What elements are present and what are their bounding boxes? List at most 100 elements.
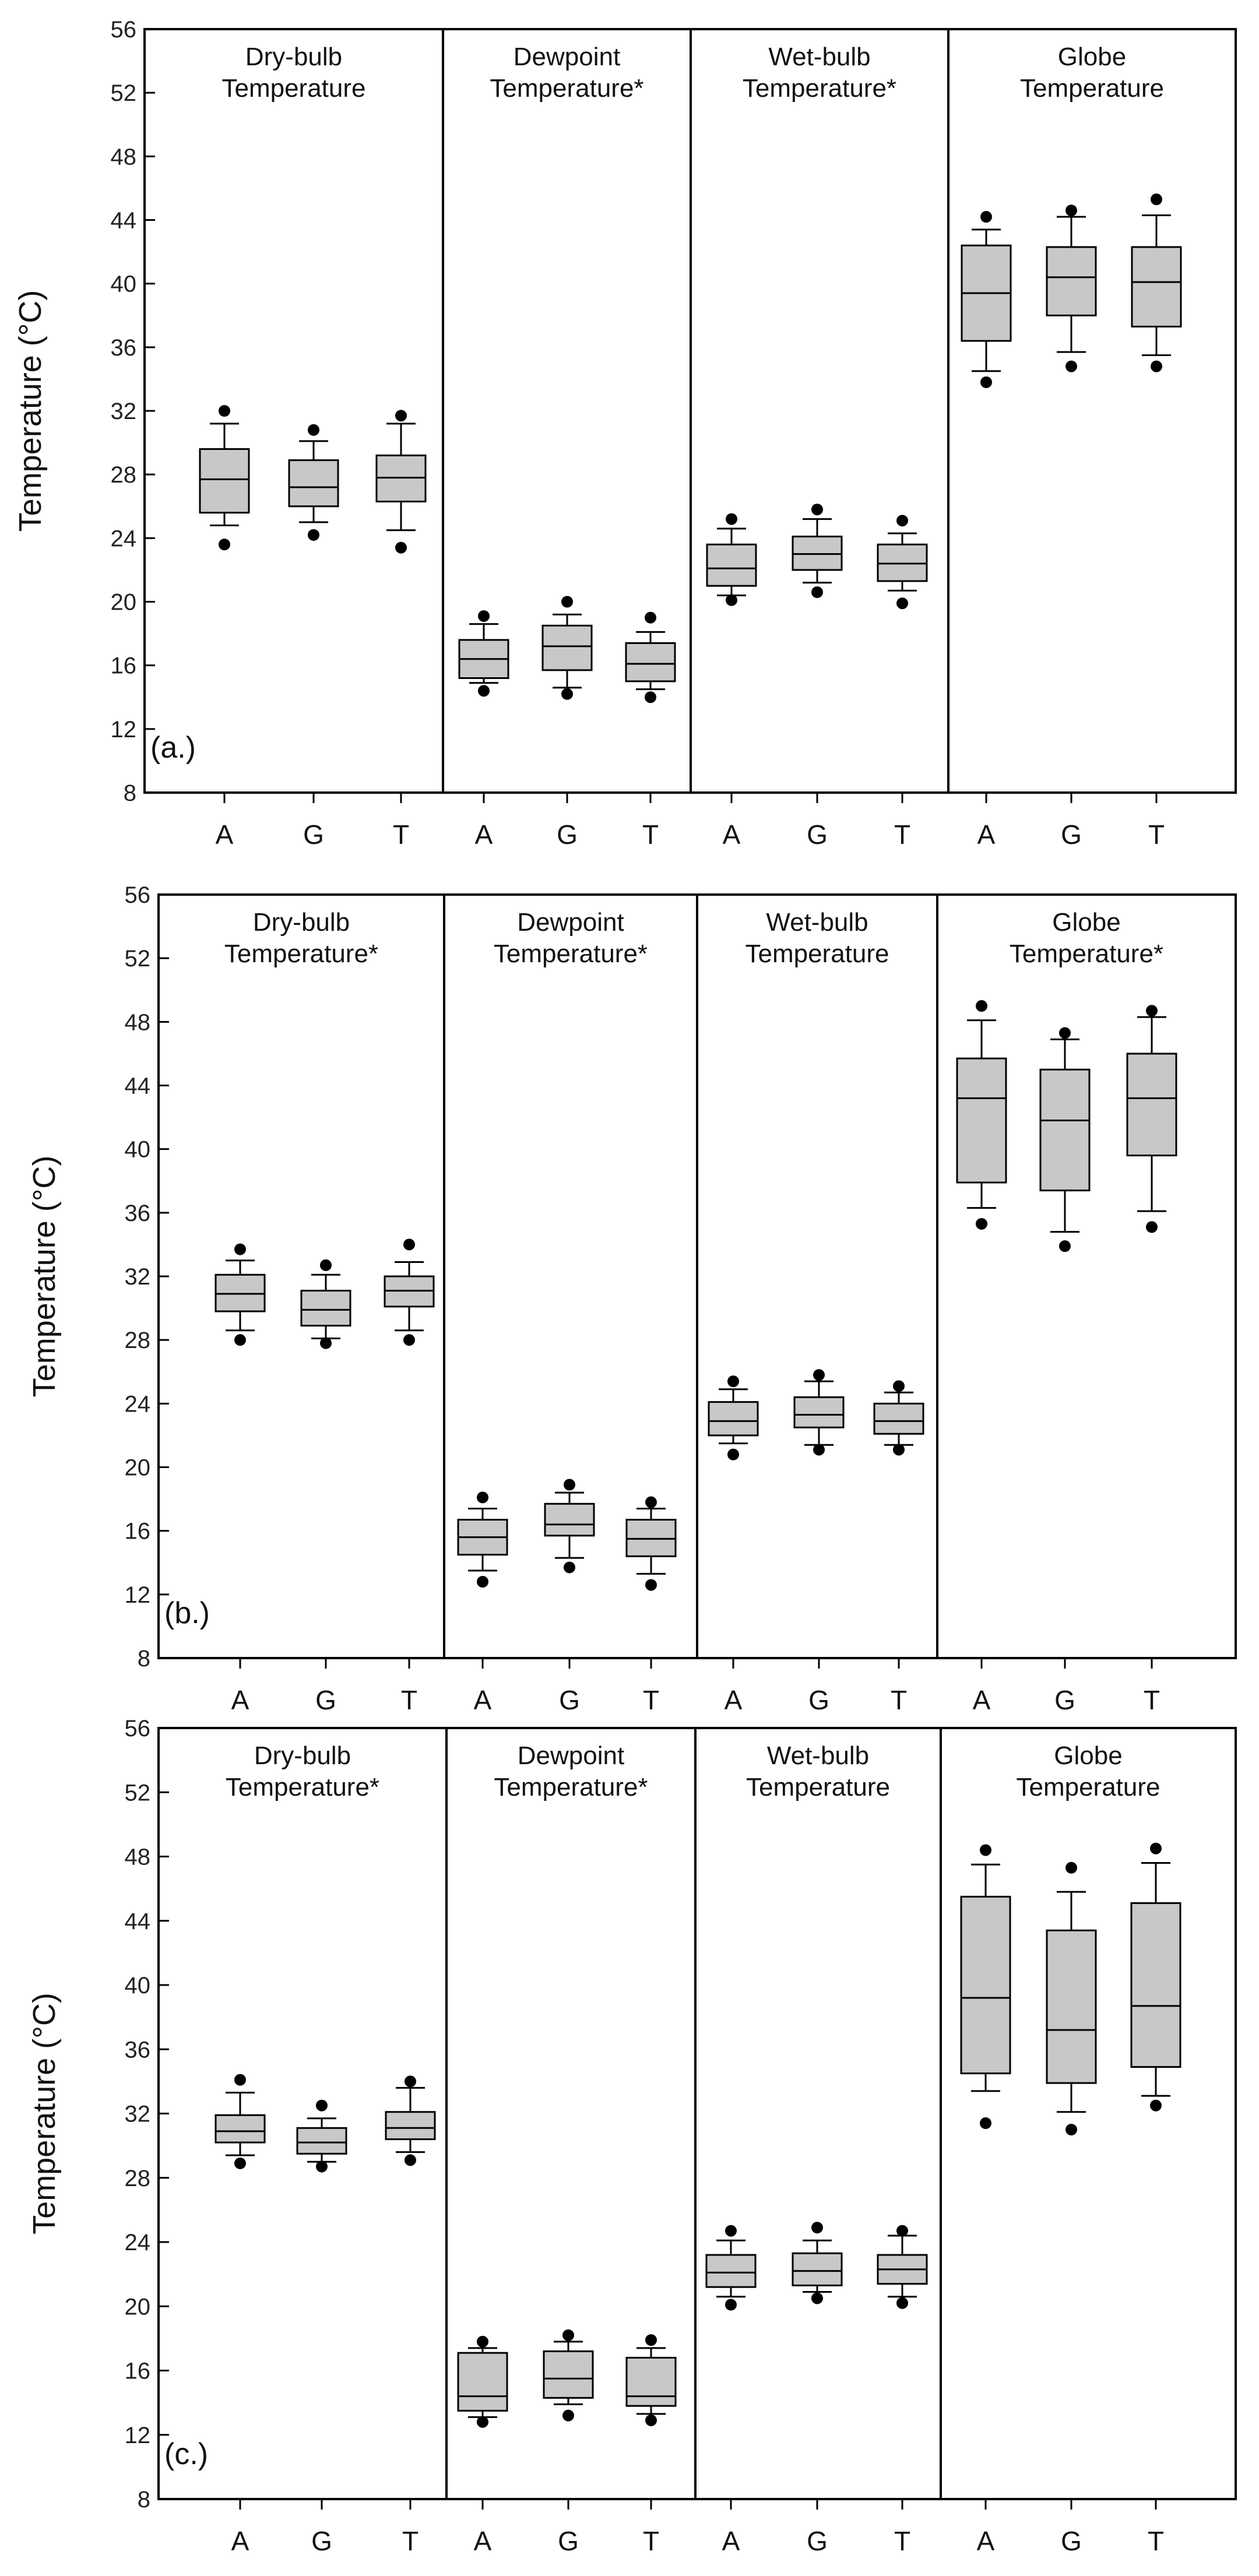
outlier-high <box>403 1238 415 1251</box>
outlier-high <box>219 405 230 417</box>
panel-label: (a.) <box>150 731 196 765</box>
box-T: T <box>873 1380 924 1715</box>
y-tick-label: 28 <box>111 462 137 488</box>
box-A: A <box>457 1491 508 1715</box>
x-tick-label: A <box>977 819 996 850</box>
outlier-high <box>405 2075 416 2088</box>
box-A: A <box>956 1000 1007 1715</box>
box-A: A <box>214 2074 266 2556</box>
x-tick-label: A <box>231 1685 249 1715</box>
x-tick-label: T <box>894 819 910 850</box>
outlier-high <box>896 515 908 527</box>
box-T: T <box>625 611 676 850</box>
y-tick-label: 32 <box>125 2102 151 2127</box>
group-title-line1: Wet-bulb <box>766 908 868 937</box>
outlier-high <box>1059 1027 1071 1039</box>
outlier-high <box>316 2099 328 2112</box>
outlier-low <box>645 2414 657 2426</box>
iqr-box <box>625 2356 677 2407</box>
outlier-high <box>561 596 573 608</box>
iqr-box <box>706 543 757 587</box>
y-tick-label: 12 <box>125 1582 151 1608</box>
x-tick-label: T <box>401 1685 417 1715</box>
iqr-box <box>214 2114 266 2144</box>
y-tick-label: 44 <box>111 208 137 234</box>
outlier-high <box>980 1844 991 1856</box>
box-A: A <box>199 405 250 850</box>
x-tick-label: G <box>558 2526 579 2556</box>
outlier-low <box>813 1444 825 1456</box>
iqr-box <box>300 1290 351 1327</box>
outlier-high <box>980 211 992 223</box>
y-tick-label: 20 <box>111 590 137 615</box>
x-tick-label: T <box>891 1685 907 1715</box>
y-tick-label: 52 <box>111 80 137 106</box>
iqr-box <box>1131 246 1182 328</box>
box-T: T <box>1130 1842 1181 2556</box>
outlier-low <box>234 2157 246 2169</box>
outlier-high <box>308 424 319 436</box>
y-tick-label: 36 <box>125 2037 151 2063</box>
outlier-high <box>645 2334 657 2346</box>
outlier-low <box>477 2416 488 2428</box>
outlier-low <box>478 685 490 697</box>
outlier-high <box>564 1479 575 1491</box>
box-G: G <box>792 504 843 850</box>
iqr-box <box>544 1502 595 1537</box>
box-A: A <box>961 211 1012 850</box>
x-tick-label: G <box>807 819 828 850</box>
outlier-low <box>980 2117 991 2130</box>
x-tick-label: G <box>559 1685 580 1715</box>
outlier-high <box>645 611 656 624</box>
y-tick-label: 52 <box>125 946 151 972</box>
box-A: A <box>458 610 509 850</box>
y-tick-label: 48 <box>125 1845 151 1870</box>
group-title-line1: Wet-bulb <box>767 1741 869 1770</box>
box-G: G <box>1046 1861 1097 2556</box>
outlier-low <box>1151 360 1162 372</box>
y-tick-label: 20 <box>125 2294 151 2320</box>
box-T: T <box>385 2075 436 2556</box>
group-title-line2: Temperature* <box>1010 939 1163 968</box>
box-T: T <box>1131 193 1182 850</box>
y-tick-label: 56 <box>125 882 151 908</box>
outlier-high <box>1065 205 1077 217</box>
outlier-high <box>893 1380 905 1392</box>
x-tick-label: A <box>723 819 741 850</box>
x-tick-label: G <box>1054 1685 1075 1715</box>
outlier-high <box>645 1496 657 1508</box>
box-G: G <box>300 1259 351 1715</box>
box-G: G <box>544 1479 595 1715</box>
box-A: A <box>705 2225 757 2556</box>
iqr-box <box>296 2127 347 2155</box>
y-tick-label: 8 <box>138 2487 150 2512</box>
outlier-low <box>725 2299 737 2311</box>
y-tick-label: 8 <box>138 1646 150 1671</box>
y-tick-label: 8 <box>124 780 136 806</box>
group-title-line1: Dewpoint <box>517 908 624 937</box>
y-tick-label: 48 <box>125 1009 151 1035</box>
outlier-high <box>1065 1861 1077 1874</box>
outlier-low <box>811 2292 823 2304</box>
outlier-high <box>811 2222 823 2234</box>
y-tick-label: 48 <box>111 144 137 170</box>
y-tick-label: 20 <box>125 1455 151 1481</box>
outlier-low <box>403 1334 415 1346</box>
box-A: A <box>960 1844 1011 2556</box>
x-tick-label: G <box>1061 2526 1082 2556</box>
outlier-high <box>395 410 407 422</box>
group-title-line1: Dewpoint <box>518 1741 624 1770</box>
outlier-low <box>727 1448 739 1461</box>
box-G: G <box>1046 205 1097 850</box>
y-tick-label: 52 <box>125 1780 151 1806</box>
outlier-low <box>1065 2124 1077 2136</box>
box-G: G <box>792 2222 843 2556</box>
group-title-line1: Globe <box>1054 1741 1122 1770</box>
x-tick-label: A <box>474 1685 492 1715</box>
outlier-high <box>813 1369 825 1381</box>
group-title-line1: Globe <box>1058 43 1126 71</box>
box-T: T <box>877 515 928 850</box>
group-title-line1: Wet-bulb <box>768 43 870 71</box>
x-tick-label: T <box>1148 2526 1164 2556</box>
